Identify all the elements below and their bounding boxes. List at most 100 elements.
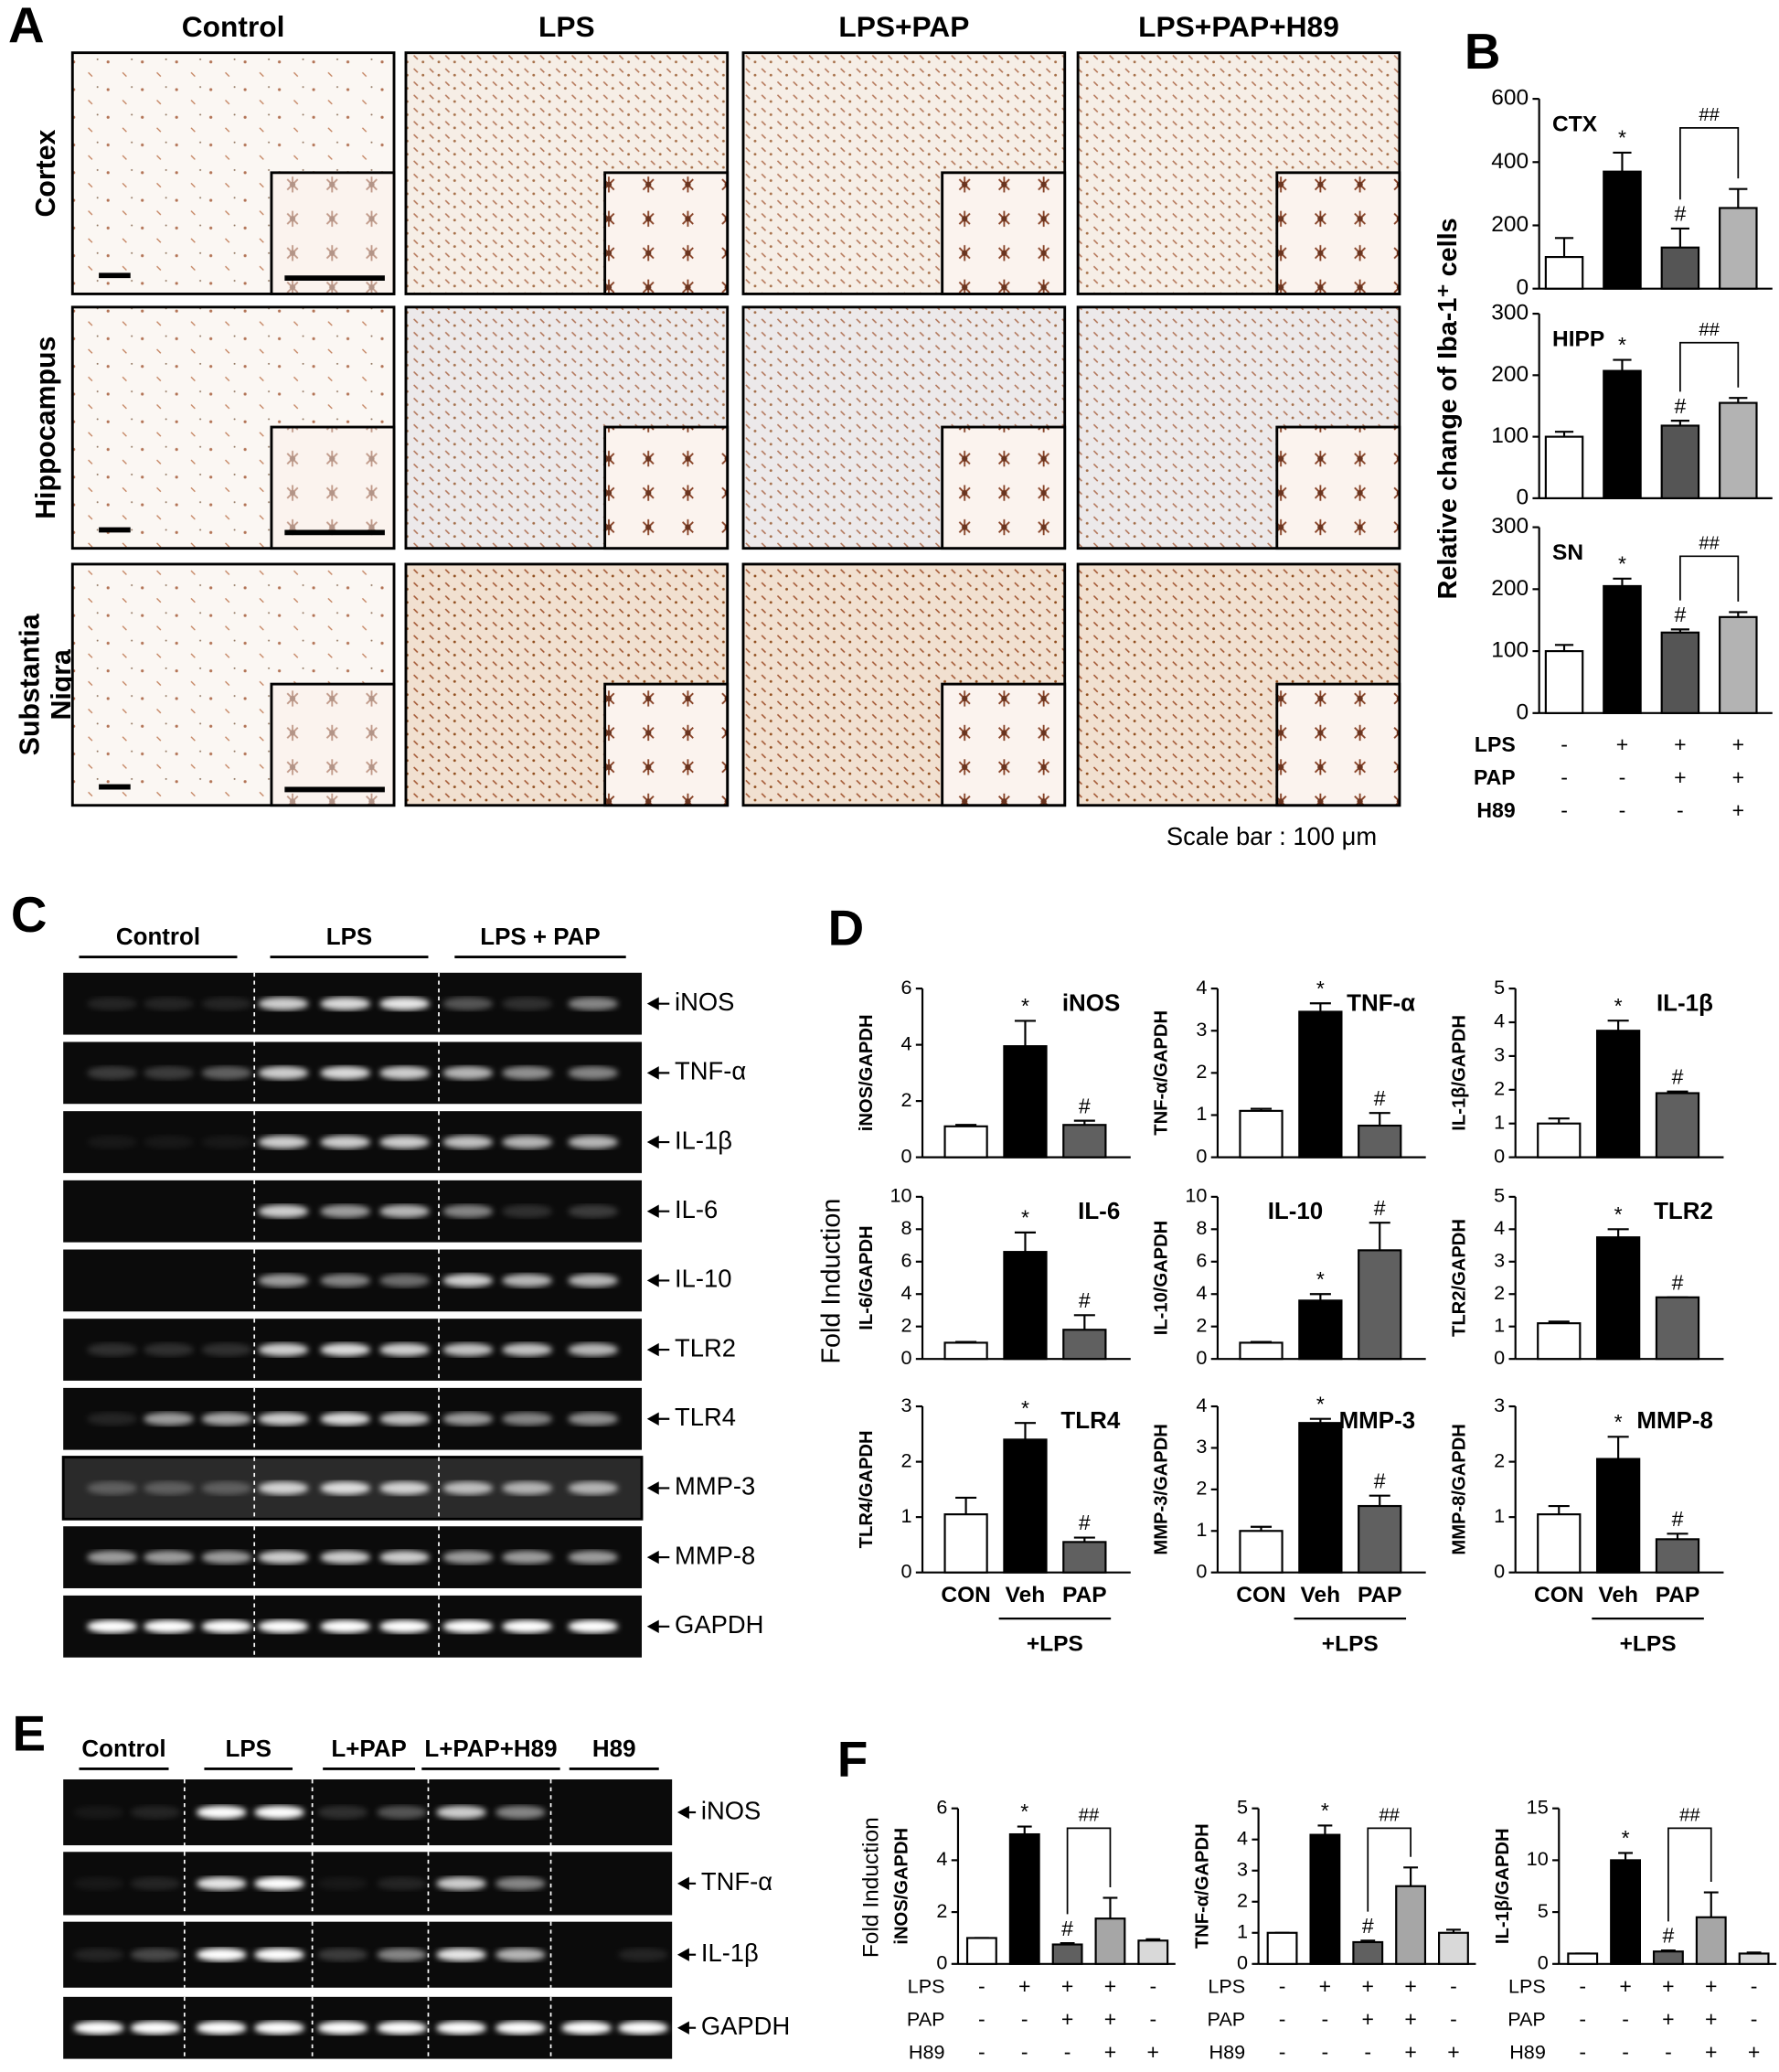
gel-band xyxy=(144,997,194,1010)
gel-band xyxy=(258,1204,309,1218)
panel-letter: F xyxy=(837,1731,868,1788)
arrow-head xyxy=(676,1876,689,1891)
significance-marker: # xyxy=(1674,603,1686,626)
bar xyxy=(965,1937,997,1965)
panel-letter: A xyxy=(8,0,45,53)
bar xyxy=(1239,1341,1284,1361)
y-axis-label: IL-1β/GAPDH xyxy=(1493,1828,1513,1944)
y-tick-label: 0 xyxy=(900,1144,911,1167)
gel-band xyxy=(196,1948,247,1961)
gel-band xyxy=(87,1135,137,1149)
y-tick-label: 4 xyxy=(900,1031,911,1054)
y-tick-label: 0 xyxy=(1237,1951,1248,1974)
condition-value: + xyxy=(1404,2040,1416,2064)
gel-band xyxy=(201,1412,252,1426)
column-header: LPS+PAP xyxy=(838,10,969,43)
gel-band xyxy=(87,1412,137,1426)
bar xyxy=(1062,1329,1107,1361)
condition-value: + xyxy=(1404,2007,1416,2031)
condition-value: + xyxy=(1061,2007,1073,2031)
gel-band xyxy=(379,1135,430,1149)
gel-band xyxy=(144,1550,194,1565)
gel-band xyxy=(144,1481,194,1495)
bracket-label: ## xyxy=(1699,105,1720,125)
gel-band xyxy=(317,1805,368,1820)
row-label: Substantia xyxy=(16,613,46,755)
gel-band xyxy=(320,997,371,1010)
bar xyxy=(1239,1109,1284,1159)
inset-frame xyxy=(941,171,1067,295)
condition-value: + xyxy=(1319,1974,1331,1998)
bar xyxy=(1003,1438,1048,1574)
gel-band xyxy=(379,1204,430,1218)
x-tick-label: Veh xyxy=(1006,1583,1046,1607)
condition-value: + xyxy=(1674,765,1686,789)
condition-value: - xyxy=(1677,798,1684,822)
gel-band xyxy=(436,2021,486,2035)
gel-band xyxy=(568,1135,619,1149)
significance-marker: # xyxy=(1374,1469,1386,1492)
condition-value: - xyxy=(1064,2040,1071,2064)
inset-frame xyxy=(1275,425,1401,550)
gene-label: TLR2 xyxy=(675,1333,736,1362)
y-tick-label: 300 xyxy=(1491,301,1529,326)
significance-marker: # xyxy=(1674,394,1686,418)
gel-band xyxy=(87,1619,137,1633)
bar xyxy=(1298,1422,1343,1574)
y-tick-label: 5 xyxy=(1538,1899,1549,1922)
gel-band xyxy=(196,1876,247,1891)
significance-marker: # xyxy=(1362,1914,1374,1938)
gene-label: TLR4 xyxy=(675,1403,736,1431)
inset-cells xyxy=(271,172,395,294)
gel-band xyxy=(379,1274,430,1287)
condition-value: + xyxy=(1705,2007,1717,2031)
gene-label: GAPDH xyxy=(675,1610,763,1639)
gel-band xyxy=(442,1550,494,1565)
significance-marker: * xyxy=(1618,333,1626,357)
y-tick-label: 3 xyxy=(900,1394,911,1416)
condition-label: LPS xyxy=(908,1974,945,1997)
y-tick-label: 0 xyxy=(1494,1559,1505,1582)
condition-label: PAP xyxy=(907,2008,945,2031)
inset-frame xyxy=(603,425,730,550)
arrow-head xyxy=(676,2021,689,2035)
condition-value: + xyxy=(1104,2040,1116,2064)
condition-value: + xyxy=(1619,1974,1631,1998)
gel-band xyxy=(320,1342,371,1357)
shared-y-label: Fold Induction xyxy=(859,1817,884,1958)
y-tick-label: 6 xyxy=(900,976,911,999)
gel-band xyxy=(196,2021,247,2035)
y-tick-label: 300 xyxy=(1491,514,1529,539)
gel-band xyxy=(568,1274,619,1287)
y-tick-label: 0 xyxy=(1516,700,1529,724)
gel-band xyxy=(258,1135,309,1149)
y-tick-label: 1 xyxy=(1494,1504,1505,1527)
y-tick-label: 5 xyxy=(1494,976,1505,999)
significance-marker: * xyxy=(1614,1202,1623,1226)
bar xyxy=(1395,1885,1427,1965)
y-axis-label: TNF-α/GAPDH xyxy=(1152,1010,1172,1136)
column-header: Control xyxy=(182,10,285,43)
arrow-head xyxy=(676,1805,689,1820)
significance-marker: * xyxy=(1618,126,1626,150)
y-tick-label: 4 xyxy=(1196,1394,1207,1416)
y-tick-label: 200 xyxy=(1491,362,1529,387)
bar xyxy=(1544,435,1584,499)
condition-value: + xyxy=(1662,2007,1674,2031)
gene-label: IL-10 xyxy=(675,1265,731,1293)
y-tick-label: 0 xyxy=(1494,1144,1505,1167)
gel-band xyxy=(196,1805,247,1820)
condition-value: + xyxy=(1732,765,1744,789)
gel-band xyxy=(618,2021,668,2035)
condition-value: - xyxy=(1561,765,1568,789)
gel-band xyxy=(320,1550,371,1565)
y-axis-label: iNOS/GAPDH xyxy=(892,1828,912,1945)
y-tick-label: 0 xyxy=(1538,1951,1549,1974)
bar xyxy=(1719,207,1758,290)
y-tick-label: 4 xyxy=(936,1847,947,1870)
bar xyxy=(1008,1832,1040,1965)
y-tick-label: 1 xyxy=(1196,1518,1207,1541)
inset-frame xyxy=(603,171,730,295)
bar xyxy=(943,1513,988,1574)
y-tick-label: 400 xyxy=(1491,149,1529,174)
